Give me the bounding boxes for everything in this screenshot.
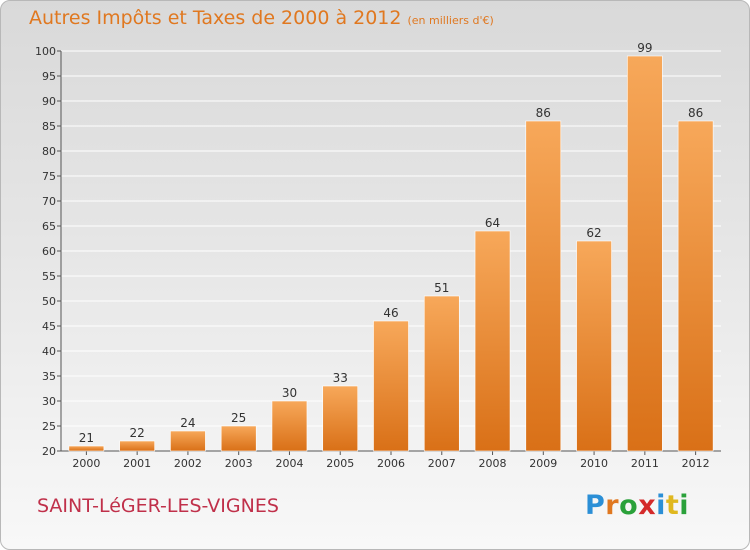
data-label-2000: 21 [79,431,94,445]
data-label-2008: 64 [485,216,500,230]
x-tick-label-2006: 2006 [377,457,405,470]
logo-letter: x [638,490,657,521]
y-tick-label: 95 [42,70,56,83]
y-tick-label: 90 [42,95,56,108]
bar-2009 [525,120,562,452]
proxiti-logo: Proxiti [585,490,689,521]
y-tick-label: 20 [42,445,56,458]
logo-letter: r [605,490,620,521]
bar-2000 [68,445,105,452]
bar-2003 [220,425,257,452]
bar-2010 [576,240,612,452]
bar-2004 [271,400,308,452]
data-label-2001: 22 [130,426,145,440]
logo-letter: i [656,490,666,521]
x-tick-label-2011: 2011 [631,457,659,470]
x-tick-label-2001: 2001 [123,457,151,470]
y-tick-label: 45 [42,320,56,333]
y-tick-label: 35 [42,370,56,383]
x-tick-label-2004: 2004 [275,457,303,470]
logo-letter: i [679,490,690,521]
bar-2001 [119,440,155,452]
bar-2007 [423,295,460,452]
x-tick-label-2012: 2012 [682,457,710,470]
y-tick-label: 80 [42,145,56,158]
logo-letter: o [619,490,639,521]
unit-label: (en milliers d'€) [407,14,494,27]
chart-title: Autres Impôts et Taxes de 2000 à 2012 (en… [29,7,494,29]
data-label-2012: 86 [688,106,703,120]
y-tick-label: 25 [42,420,56,433]
y-tick-label: 40 [42,345,56,358]
bars [68,55,714,452]
x-tick-label-2002: 2002 [174,457,202,470]
x-tick-label-2000: 2000 [72,457,100,470]
y-tick-label: 60 [42,245,56,258]
title-text: Autres Impôts et Taxes de 2000 à 2012 [29,7,402,29]
x-tick-label-2003: 2003 [225,457,253,470]
y-tick-label: 75 [42,170,56,183]
data-label-2007: 51 [434,281,449,295]
bar-2011 [627,55,663,452]
data-labels: 21 22 24 25 30 33 46 51 64 86 62 99 86 [79,41,704,445]
y-tick-label: 65 [42,220,56,233]
y-tick-label: 100 [35,45,56,58]
logo-letter: t [665,490,680,521]
bar-2005 [322,385,359,452]
y-tick-label: 55 [42,270,56,283]
data-label-2010: 62 [586,226,601,240]
axes: 20 25 30 35 40 45 50 55 60 65 70 75 80 85 90 95 100 2000 2… [35,45,721,470]
data-label-2003: 25 [231,411,246,425]
bar-2002 [170,430,206,452]
bar-2006 [373,320,409,452]
data-label-2002: 24 [180,416,195,430]
commune-name: SAINT-LéGER-LES-VIGNES [37,495,279,517]
data-label-2011: 99 [637,41,652,55]
x-tick-label-2008: 2008 [479,457,507,470]
y-tick-label: 30 [42,395,56,408]
x-tick-label-2009: 2009 [529,457,557,470]
data-label-2006: 46 [383,306,398,320]
x-tick-label-2010: 2010 [580,457,608,470]
data-label-2005: 33 [333,371,348,385]
x-tick-label-2007: 2007 [428,457,456,470]
logo-letter: P [585,490,606,521]
y-tick-label: 50 [42,295,56,308]
data-label-2004: 30 [282,386,297,400]
x-tick-label-2005: 2005 [326,457,354,470]
y-tick-label: 70 [42,195,56,208]
y-tick-label: 85 [42,120,56,133]
data-label-2009: 86 [536,106,551,120]
bar-2008 [474,230,511,452]
bar-2012 [677,120,714,452]
